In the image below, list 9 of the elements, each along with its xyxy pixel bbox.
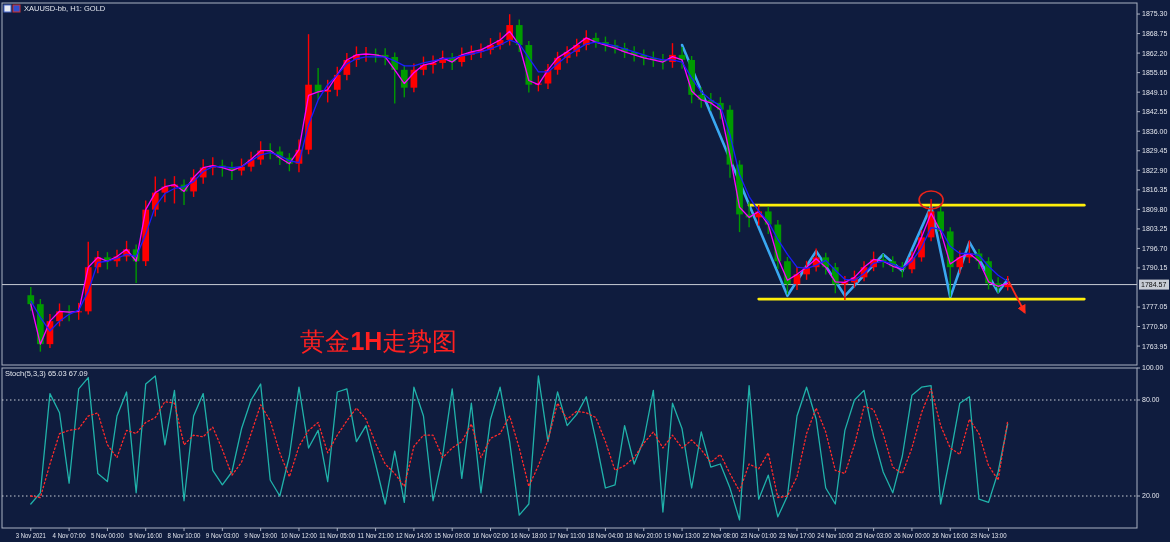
candlestick: [879, 253, 887, 268]
candlestick: [400, 64, 408, 98]
candlestick: [784, 256, 791, 295]
candlestick: [956, 250, 964, 274]
candlestick: [515, 19, 523, 53]
annotation: 黄金1H走势图: [300, 327, 458, 355]
line-series: [30, 388, 1009, 499]
candlestick: [333, 66, 341, 97]
candlestick: [937, 205, 945, 239]
